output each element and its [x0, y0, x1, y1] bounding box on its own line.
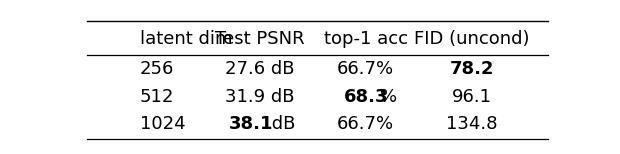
Text: FID (uncond): FID (uncond) — [414, 30, 529, 48]
Text: dB: dB — [266, 115, 295, 133]
Text: Test PSNR: Test PSNR — [215, 30, 305, 48]
Text: 68.3: 68.3 — [343, 88, 388, 106]
Text: 78.2: 78.2 — [450, 61, 494, 79]
Text: 96.1: 96.1 — [451, 88, 492, 106]
Text: 27.6 dB: 27.6 dB — [225, 61, 295, 79]
Text: 256: 256 — [140, 61, 174, 79]
Text: 134.8: 134.8 — [446, 115, 497, 133]
Text: latent dim: latent dim — [140, 30, 232, 48]
Text: 1024: 1024 — [140, 115, 185, 133]
Text: 66.7%: 66.7% — [337, 61, 394, 79]
Text: 38.1: 38.1 — [229, 115, 274, 133]
Text: %: % — [380, 88, 397, 106]
Text: 31.9 dB: 31.9 dB — [225, 88, 295, 106]
Text: 66.7%: 66.7% — [337, 115, 394, 133]
Text: 512: 512 — [140, 88, 174, 106]
Text: top-1 acc: top-1 acc — [324, 30, 408, 48]
